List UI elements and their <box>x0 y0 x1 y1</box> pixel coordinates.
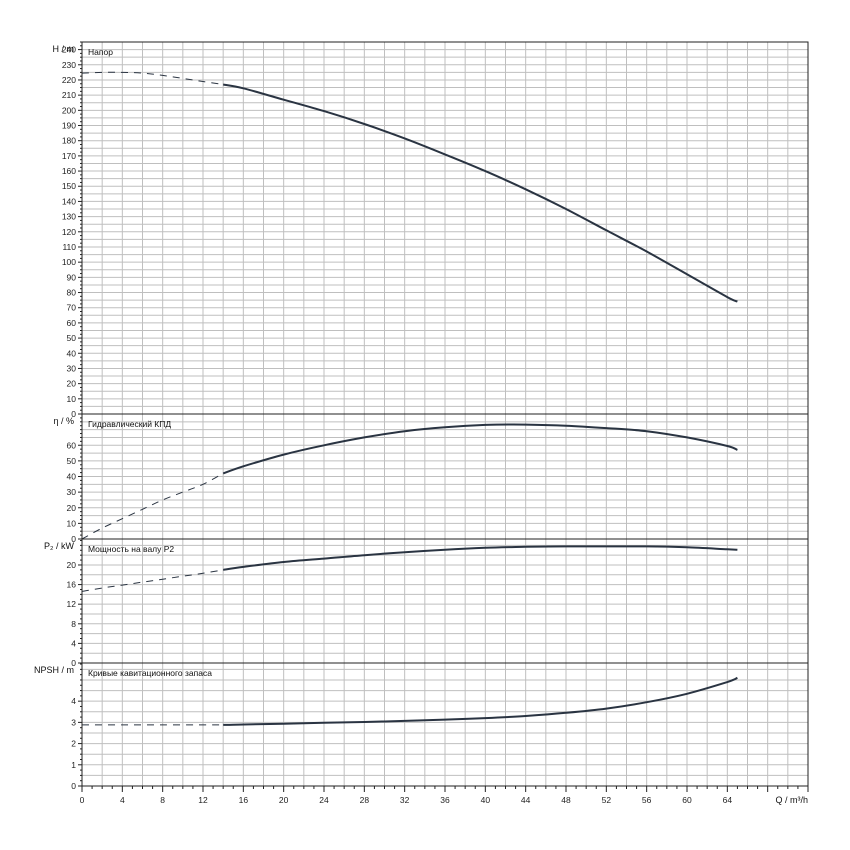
y-tick-label: 12 <box>67 599 77 609</box>
npsh-curve-solid <box>223 676 738 726</box>
y-tick-label: 70 <box>67 303 77 313</box>
y-tick-label: 160 <box>62 166 76 176</box>
x-tick-label: 36 <box>440 795 450 805</box>
y-tick-label: 10 <box>67 394 77 404</box>
head-curve-dashed <box>81 71 224 85</box>
x-tick-label: 64 <box>723 795 733 805</box>
x-tick-label: 40 <box>481 795 491 805</box>
x-tick-label: 4 <box>120 795 125 805</box>
y-tick-label: 16 <box>67 580 77 590</box>
y-tick-label: 1 <box>71 760 76 770</box>
x-axis <box>81 786 809 792</box>
x-tick-label: 56 <box>642 795 652 805</box>
panel-head <box>78 41 809 415</box>
x-tick-label: 20 <box>279 795 289 805</box>
y-tick-label: 10 <box>67 518 77 528</box>
y-tick-label: 20 <box>67 560 77 570</box>
panel-title: Напор <box>88 47 113 57</box>
x-tick-label: 60 <box>682 795 692 805</box>
y-tick-label: 40 <box>67 472 77 482</box>
x-tick-label: 32 <box>400 795 410 805</box>
y-tick-label: 0 <box>71 534 76 544</box>
y-tick-label: 50 <box>67 456 77 466</box>
y-tick-label: 80 <box>67 288 77 298</box>
x-axis-label: Q / m³/h <box>775 795 808 805</box>
panel-npsh <box>78 662 809 787</box>
efficiency-curve-dashed <box>81 472 224 540</box>
y-tick-label: 220 <box>62 75 76 85</box>
x-tick-label: 28 <box>360 795 370 805</box>
y-tick-label: 230 <box>62 60 76 70</box>
x-tick-label: 24 <box>319 795 329 805</box>
y-tick-label: 0 <box>71 409 76 419</box>
y-tick-label: 8 <box>71 619 76 629</box>
y-tick-label: 4 <box>71 638 76 648</box>
y-tick-label: 100 <box>62 257 76 267</box>
y-tick-label: 90 <box>67 272 77 282</box>
x-tick-label: 48 <box>561 795 571 805</box>
head-curve-solid <box>223 83 738 303</box>
y-axis-label: P₂ / kW <box>44 541 74 551</box>
x-tick-label: 16 <box>239 795 249 805</box>
panel-efficiency <box>78 413 809 540</box>
y-tick-label: 4 <box>71 696 76 706</box>
y-axis-label: NPSH / m <box>34 665 74 675</box>
y-tick-label: 40 <box>67 348 77 358</box>
y-tick-label: 140 <box>62 196 76 206</box>
power-curve-solid <box>223 545 738 571</box>
panel-title: Гидравлический КПД <box>88 419 171 429</box>
y-tick-label: 20 <box>67 379 77 389</box>
panel-power <box>78 538 809 664</box>
y-tick-label: 30 <box>67 487 77 497</box>
y-tick-label: 2 <box>71 739 76 749</box>
y-tick-label: 20 <box>67 503 77 513</box>
y-tick-label: 60 <box>67 440 77 450</box>
y-tick-label: 130 <box>62 212 76 222</box>
efficiency-curve-solid <box>222 423 738 475</box>
x-tick-label: 52 <box>602 795 612 805</box>
y-tick-label: 150 <box>62 181 76 191</box>
panel-title: Мощность на валу P2 <box>88 544 174 554</box>
y-tick-label: 170 <box>62 151 76 161</box>
y-tick-label: 200 <box>62 105 76 115</box>
x-tick-label: 8 <box>160 795 165 805</box>
y-tick-label: 0 <box>71 781 76 791</box>
y-tick-label: 60 <box>67 318 77 328</box>
y-tick-label: 30 <box>67 363 77 373</box>
y-axis-label: η / % <box>53 416 74 426</box>
y-tick-label: 190 <box>62 121 76 131</box>
y-tick-label: 3 <box>71 717 76 727</box>
y-tick-label: 180 <box>62 136 76 146</box>
y-tick-label: 110 <box>62 242 76 252</box>
power-curve-dashed <box>81 569 224 592</box>
x-tick-label: 12 <box>198 795 208 805</box>
x-tick-label: 44 <box>521 795 531 805</box>
y-tick-label: 120 <box>62 227 76 237</box>
y-tick-label: 210 <box>62 90 76 100</box>
y-tick-label: 240 <box>62 45 76 55</box>
y-tick-label: 50 <box>67 333 77 343</box>
y-axis-label: H / m <box>53 44 75 54</box>
y-tick-label: 0 <box>71 658 76 668</box>
panel-title: Кривые кавитационного запаса <box>88 668 212 678</box>
x-tick-label: 0 <box>80 795 85 805</box>
